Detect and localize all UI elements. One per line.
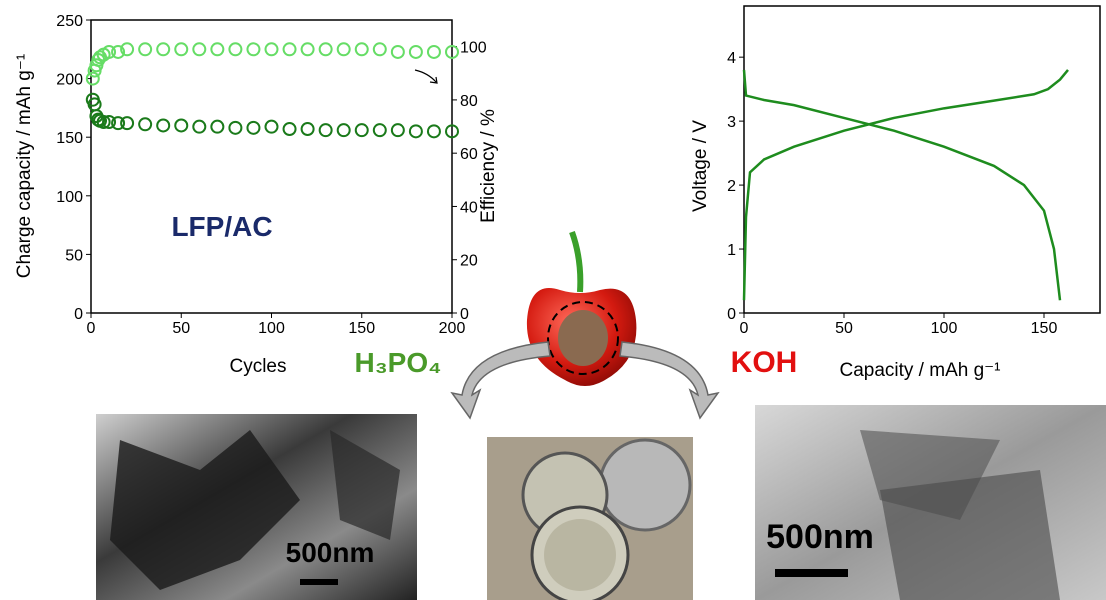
data-point xyxy=(356,43,368,55)
y-tick-label: 0 xyxy=(74,306,83,323)
y2-tick-label: 60 xyxy=(460,146,478,163)
data-point xyxy=(211,43,223,55)
data-point xyxy=(211,121,223,133)
data-point xyxy=(374,43,386,55)
x-tick-label: 0 xyxy=(87,320,96,337)
plot-frame xyxy=(744,6,1100,313)
base-label: KOH xyxy=(731,346,798,379)
y-tick-label: 2 xyxy=(727,178,736,195)
data-point xyxy=(284,123,296,135)
data-point xyxy=(266,121,278,133)
pepper-illustration xyxy=(452,232,718,418)
y-tick-label: 100 xyxy=(56,189,83,206)
data-point xyxy=(302,43,314,55)
y-axis-label: Voltage / V xyxy=(690,120,711,212)
y-tick-label: 200 xyxy=(56,72,83,89)
x-axis-label: Cycles xyxy=(229,356,286,377)
data-point xyxy=(338,124,350,136)
y-tick-label: 3 xyxy=(727,114,736,131)
x-axis-label: Capacity / mAh g⁻¹ xyxy=(839,360,1000,381)
data-point xyxy=(139,43,151,55)
data-point xyxy=(410,46,422,58)
y2-tick-label: 80 xyxy=(460,93,478,110)
data-point xyxy=(157,119,169,131)
y-axis-label: Charge capacity / mAh g⁻¹ xyxy=(14,54,35,278)
data-point xyxy=(229,122,241,134)
data-point xyxy=(428,125,440,137)
data-point xyxy=(374,124,386,136)
data-point xyxy=(392,124,404,136)
data-line xyxy=(744,70,1060,300)
data-point xyxy=(284,43,296,55)
data-point xyxy=(302,123,314,135)
tem-image-left: 500nm xyxy=(96,414,417,600)
x-tick-label: 100 xyxy=(258,320,285,337)
scale-label: 500nm xyxy=(766,518,874,556)
x-tick-label: 0 xyxy=(740,320,749,337)
data-point xyxy=(428,46,440,58)
y-tick-label: 50 xyxy=(65,247,83,264)
scale-label: 500nm xyxy=(286,537,375,568)
data-point xyxy=(356,124,368,136)
y2-tick-label: 100 xyxy=(460,40,487,57)
y-tick-label: 150 xyxy=(56,130,83,147)
y2-axis-label: Efficiency / % xyxy=(478,109,499,223)
tem-image-right: 500nm xyxy=(755,405,1106,600)
plot-frame xyxy=(91,20,452,313)
data-point xyxy=(193,43,205,55)
y-tick-label: 1 xyxy=(727,242,736,259)
annotation: LFP/AC xyxy=(171,211,272,242)
data-point xyxy=(247,122,259,134)
data-point xyxy=(157,43,169,55)
graphical-abstract: 500nm 500nm H₃PO₄ KOH 050100150200050100… xyxy=(0,0,1106,600)
x-tick-label: 150 xyxy=(1031,320,1058,337)
data-point xyxy=(338,43,350,55)
x-tick-label: 50 xyxy=(172,320,190,337)
acid-label: H₃PO₄ xyxy=(355,347,442,378)
data-point xyxy=(410,125,422,137)
x-tick-label: 50 xyxy=(835,320,853,337)
data-point xyxy=(175,43,187,55)
data-point xyxy=(193,121,205,133)
data-point xyxy=(320,43,332,55)
y-tick-label: 0 xyxy=(727,306,736,323)
data-point xyxy=(121,117,133,129)
data-point xyxy=(229,43,241,55)
y-tick-label: 250 xyxy=(56,13,83,30)
data-point xyxy=(266,43,278,55)
axis-arrow xyxy=(415,70,437,83)
coin-cell-photo xyxy=(487,437,693,600)
y2-tick-label: 40 xyxy=(460,199,478,216)
y-tick-label: 4 xyxy=(727,50,736,67)
data-point xyxy=(139,118,151,130)
y2-tick-label: 0 xyxy=(460,306,469,323)
data-point xyxy=(175,119,187,131)
x-tick-label: 150 xyxy=(348,320,375,337)
y2-tick-label: 20 xyxy=(460,253,478,270)
data-point xyxy=(320,124,332,136)
x-tick-label: 100 xyxy=(931,320,958,337)
data-point xyxy=(247,43,259,55)
data-point xyxy=(392,46,404,58)
